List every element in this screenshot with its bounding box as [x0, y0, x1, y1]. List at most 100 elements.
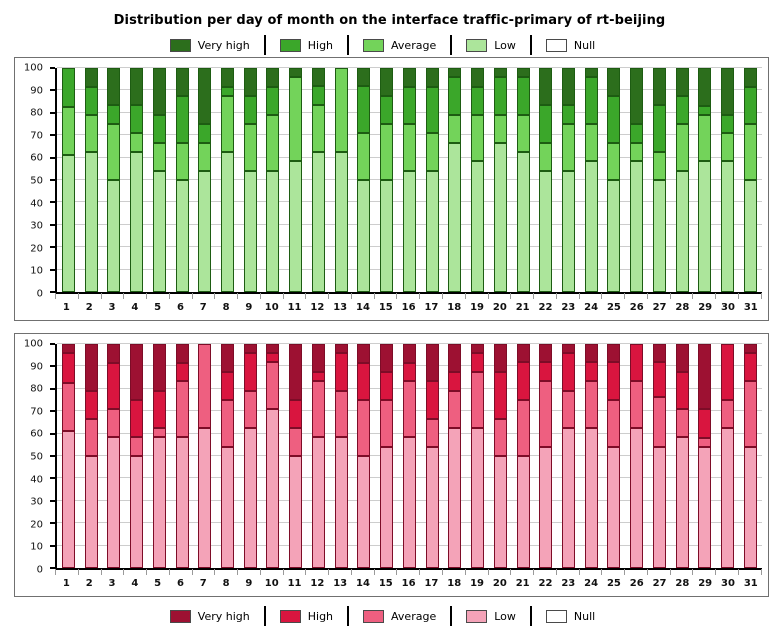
y-tick-label: 100 [23, 338, 43, 350]
legend-label: Null [573, 609, 596, 623]
segment-low [130, 456, 144, 568]
segment-low [539, 447, 553, 568]
stacked-bar-day-8 [221, 344, 234, 568]
legend-item-low: Low [466, 38, 530, 52]
segment-very_high [425, 68, 439, 88]
x-tick-mark [760, 293, 762, 299]
x-tick-label-day-7: 7 [199, 302, 207, 313]
stacked-bar-day-4 [130, 68, 144, 292]
stacked-bar-day-6 [175, 68, 189, 292]
x-tick-label-day-30: 30 [721, 578, 735, 589]
segment-high [584, 361, 598, 381]
stacked-bar-day-3 [107, 344, 121, 568]
stacked-bar-day-28 [675, 344, 689, 568]
segment-low [402, 171, 416, 292]
stacked-bar-day-13 [334, 68, 348, 292]
segment-high [152, 391, 166, 429]
segment-average [221, 96, 234, 152]
legend-swatch-icon [545, 38, 567, 52]
legend-swatch-icon [466, 609, 488, 623]
x-tick-label-day-12: 12 [310, 578, 325, 589]
y-tick-label: 90 [30, 361, 43, 373]
x-tick-mark [350, 293, 352, 299]
legend-item-high: High [279, 609, 347, 623]
legend-item-average: Average [363, 38, 450, 52]
legend-label: Very high [197, 38, 250, 52]
segment-average [266, 361, 280, 409]
segment-average [471, 115, 485, 161]
y-tick-mark [50, 387, 55, 390]
segment-high [652, 361, 666, 397]
y-tick-label: 10 [30, 265, 43, 277]
segment-average [425, 132, 439, 172]
segment-low [425, 447, 439, 568]
stacked-bar-day-30 [721, 344, 735, 568]
segment-high [743, 87, 757, 124]
stacked-bar-day-22 [539, 68, 553, 292]
y-tick-label: 40 [30, 198, 43, 210]
segment-very_high [630, 68, 644, 125]
y-tick-label: 20 [30, 243, 43, 255]
segment-very_high [357, 68, 371, 86]
segment-low [471, 160, 485, 292]
segment-average [334, 391, 348, 437]
segment-low [516, 152, 530, 292]
segment-low [539, 171, 553, 292]
x-tick-label-day-2: 2 [85, 302, 93, 313]
legend-separator [263, 35, 266, 55]
segment-low [357, 180, 371, 292]
segment-average [107, 408, 121, 437]
legend-label: High [307, 609, 334, 623]
segment-high [630, 344, 644, 381]
legend-separator [450, 606, 453, 626]
segment-low [357, 456, 371, 568]
segment-very_high [584, 344, 598, 362]
stacked-bar-day-1 [61, 68, 75, 292]
segment-average [448, 391, 462, 428]
x-tick-label-day-21: 21 [515, 302, 530, 313]
x-tick-mark [123, 569, 125, 575]
segment-very_high [471, 344, 485, 353]
x-tick-mark [419, 293, 421, 299]
x-tick-label-day-17: 17 [424, 302, 439, 313]
y-tick-mark [50, 432, 55, 435]
segment-high [562, 352, 576, 392]
segment-average [721, 400, 735, 428]
y-tick-label: 70 [30, 406, 43, 418]
x-tick-label-day-30: 30 [721, 302, 735, 313]
x-tick-mark [533, 569, 535, 575]
x-tick-label-day-23: 23 [561, 578, 576, 589]
segment-very_high [266, 68, 280, 88]
y-tick-mark [50, 201, 55, 204]
x-tick-mark [487, 569, 489, 575]
segment-high [130, 104, 144, 133]
x-tick-mark [692, 569, 694, 575]
stacked-bar-day-26 [630, 344, 644, 568]
x-tick-mark [624, 293, 626, 299]
segment-very_high [311, 68, 325, 86]
stacked-bar-day-27 [652, 344, 666, 568]
segment-low [698, 447, 712, 568]
legend-swatch-icon [279, 38, 301, 52]
x-tick-mark [601, 569, 603, 575]
x-tick-label-day-7: 7 [199, 578, 207, 589]
x-tick-mark [442, 293, 444, 299]
segment-average [493, 419, 507, 456]
segment-average [402, 124, 416, 172]
x-tick-label-day-18: 18 [447, 578, 462, 589]
x-tick-mark [692, 293, 694, 299]
segment-average [243, 124, 257, 172]
legend-label: High [307, 38, 334, 52]
x-tick-label-day-18: 18 [447, 302, 462, 313]
segment-average [311, 104, 325, 152]
segment-low [471, 428, 485, 568]
y-tick-mark [50, 522, 55, 525]
y-tick-mark [50, 111, 55, 114]
y-tick-label: 20 [30, 519, 43, 531]
x-tick-mark [555, 569, 557, 575]
segment-very_high [84, 344, 98, 392]
segment-average [61, 383, 75, 432]
x-tick-label-day-27: 27 [652, 302, 667, 313]
y-tick-mark [50, 567, 55, 569]
segment-high [175, 363, 189, 381]
